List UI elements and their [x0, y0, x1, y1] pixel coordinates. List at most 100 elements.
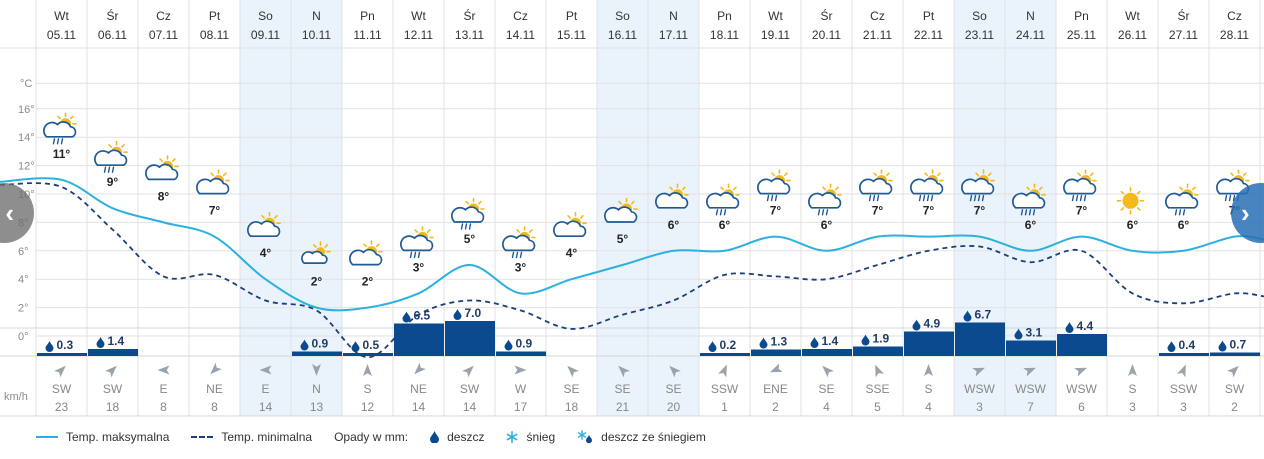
wind-direction: WSW	[1015, 382, 1046, 396]
precip-bar	[37, 353, 87, 356]
y-tick-label: 0°	[18, 331, 29, 343]
day-name: Pn	[1074, 9, 1089, 23]
legend-item-tmin[interactable]: Temp. minimalna	[191, 430, 312, 444]
raindrop-icon	[430, 431, 440, 443]
wind-arrow-icon	[210, 362, 222, 375]
day-date: 20.11	[812, 28, 841, 42]
tmax-label: 2°	[362, 275, 374, 289]
precip-bar	[700, 353, 750, 356]
day-name: So	[615, 9, 630, 23]
precip-label: 1.4	[822, 334, 839, 348]
partly-sunny-rain-icon	[808, 183, 842, 216]
tmax-label: 7°	[872, 204, 884, 218]
precip-label: 1.4	[108, 334, 125, 348]
wind-direction: W	[515, 382, 527, 396]
partly-sunny-rain-icon	[706, 183, 740, 216]
legend-item-snow[interactable]: śnieg	[506, 430, 555, 444]
chevron-right-icon: ›	[1241, 197, 1250, 228]
precip-bar	[1006, 340, 1056, 356]
day-name: Pn	[360, 9, 375, 23]
tmax-label: 7°	[1076, 204, 1088, 218]
tmax-label: 3°	[515, 260, 527, 274]
partly-sunny-rain-icon	[757, 169, 791, 202]
wind-arrow-icon	[259, 365, 272, 375]
day-name: Cz	[156, 9, 171, 23]
wind-direction: WSW	[964, 382, 995, 396]
snowflake-icon	[506, 431, 518, 443]
day-name: Cz	[870, 9, 885, 23]
wind-arrow-icon	[822, 365, 834, 378]
partly-sunny-icon	[196, 169, 230, 195]
tmax-label: 7°	[923, 204, 935, 218]
day-date: 26.11	[1118, 28, 1147, 42]
wind-direction: SW	[460, 382, 480, 396]
precip-label: 0.3	[57, 338, 74, 352]
y-tick-label: 14°	[18, 132, 35, 144]
partly-sunny-rain-heavy-icon	[1012, 183, 1046, 216]
wind-direction: S	[363, 382, 371, 396]
tmax-label: 6°	[719, 218, 731, 232]
day-date: 12.11	[404, 28, 433, 42]
raindrop-icon	[1014, 328, 1023, 340]
day-name: Cz	[513, 9, 528, 23]
precip-label: 4.4	[1077, 319, 1094, 333]
day-name: So	[258, 9, 273, 23]
day-date: 27.11	[1169, 28, 1198, 42]
partly-sunny-rain-heavy-icon	[961, 169, 995, 202]
wind-direction: S	[1128, 382, 1136, 396]
day-date: 15.11	[557, 28, 586, 42]
precip-label: 6.5	[414, 309, 431, 323]
wind-arrow-icon	[1074, 367, 1088, 377]
raindrop-icon	[759, 337, 768, 349]
y-axis-unit: °C	[20, 78, 32, 90]
day-name: Śr	[107, 8, 119, 23]
precip-label: 1.9	[873, 332, 890, 346]
wind-direction: SE	[818, 382, 834, 396]
partly-sunny-rain-icon	[400, 226, 434, 259]
legend-label-tmax: Temp. maksymalna	[66, 430, 170, 444]
precip-label: 4.9	[924, 317, 941, 331]
tmax-label: 3°	[413, 260, 425, 274]
wind-arrow-icon	[924, 364, 933, 376]
wind-speed: 1	[721, 400, 728, 414]
wind-arrow-icon	[875, 364, 884, 378]
legend-precip-title-wrap: Opady w mm:	[334, 430, 408, 444]
tmax-label: 4°	[566, 246, 578, 260]
legend-label-tmin: Temp. minimalna	[221, 430, 313, 444]
day-name: N	[312, 9, 321, 23]
legend-item-mixed[interactable]: deszcz ze śniegiem	[577, 430, 706, 444]
precip-bar	[496, 351, 546, 356]
weekend-band	[240, 0, 291, 416]
wind-arrow-icon	[669, 365, 681, 378]
day-date: 21.11	[863, 28, 892, 42]
partly-sunny-icon	[655, 183, 689, 209]
day-date: 25.11	[1067, 28, 1096, 42]
day-date: 24.11	[1016, 28, 1045, 42]
wind-speed: 14	[463, 400, 477, 414]
wind-arrow-icon	[105, 365, 117, 378]
tmax-label: 7°	[209, 204, 221, 218]
legend-item-rain[interactable]: deszcz	[430, 430, 484, 444]
day-date: 28.11	[1220, 28, 1249, 42]
wind-arrow-icon	[618, 365, 630, 378]
raindrop-icon	[861, 334, 870, 346]
y-tick-label: 4°	[18, 274, 29, 286]
wind-speed: 8	[160, 400, 167, 414]
wind-speed: 17	[514, 400, 528, 414]
wind-arrow-icon	[414, 362, 426, 375]
partly-sunny-icon	[553, 211, 587, 238]
partly-sunny-rain-icon	[43, 112, 77, 145]
day-name: Pt	[566, 9, 578, 23]
day-date: 16.11	[608, 28, 637, 42]
wind-speed: 3	[1180, 400, 1187, 414]
partly-sunny-icon	[349, 240, 383, 266]
day-name: N	[669, 9, 678, 23]
legend-label-mixed: deszcz ze śniegiem	[601, 430, 706, 444]
raindrop-icon	[912, 319, 921, 331]
legend-item-tmax[interactable]: Temp. maksymalna	[36, 430, 169, 444]
wind-speed: 12	[361, 400, 375, 414]
legend-label-rain: deszcz	[447, 430, 485, 444]
raindrop-icon	[1065, 322, 1074, 333]
raindrop-icon	[708, 341, 717, 352]
tmax-label: 6°	[668, 218, 680, 232]
